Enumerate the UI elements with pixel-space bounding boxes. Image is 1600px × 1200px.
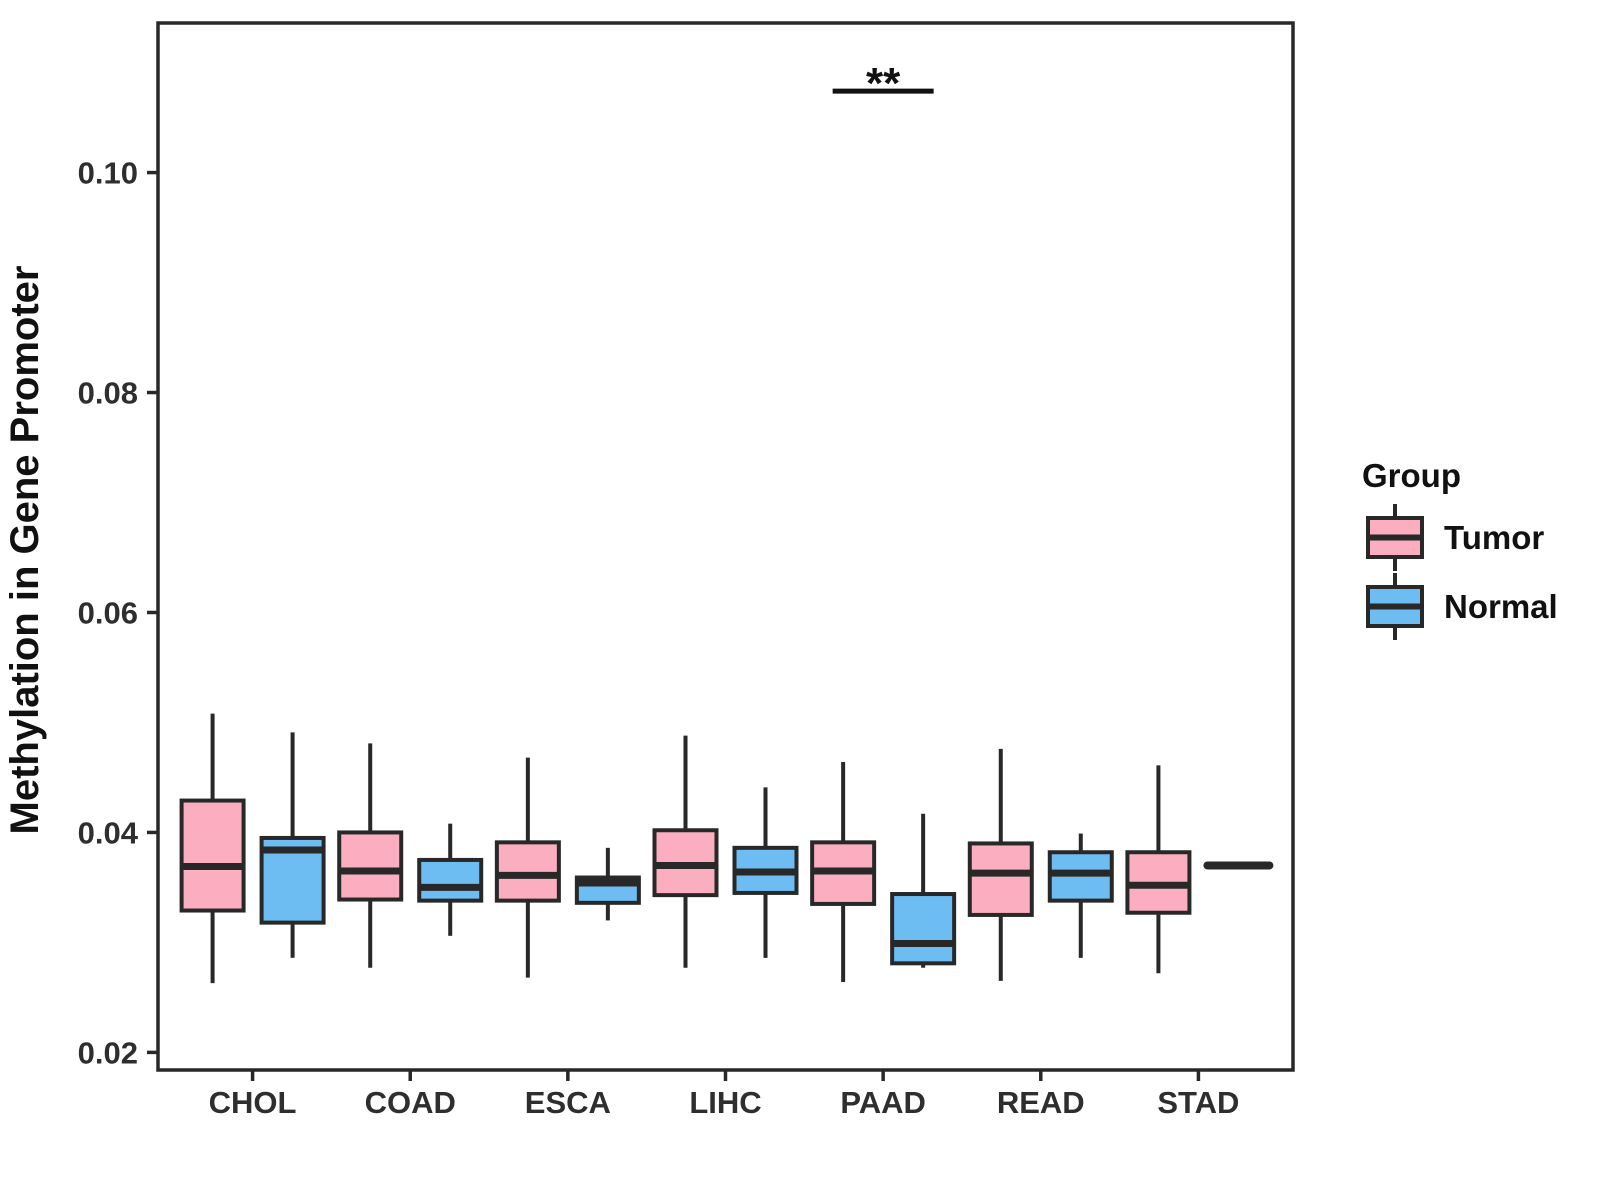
read-tumor-boxplot bbox=[967, 748, 1034, 981]
significance-label: ** bbox=[866, 59, 901, 108]
legend-title: Group bbox=[1362, 457, 1461, 494]
x-tick-label: COAD bbox=[365, 1085, 456, 1120]
legend-key-normal bbox=[1366, 573, 1424, 640]
x-tick-label: CHOL bbox=[209, 1085, 297, 1120]
lihc-normal-boxplot bbox=[732, 787, 799, 958]
chol-tumor-boxplot bbox=[179, 713, 246, 984]
y-tick-label: 0.10 bbox=[78, 156, 138, 191]
x-tick-label: LIHC bbox=[689, 1085, 761, 1120]
y-axis-title: Methylation in Gene Promoter bbox=[3, 266, 47, 835]
significance-bracket: ** bbox=[832, 59, 934, 108]
paad-normal-boxplot bbox=[890, 813, 957, 968]
x-tick-label: PAAD bbox=[840, 1085, 926, 1120]
legend-key-tumor bbox=[1366, 504, 1424, 571]
x-tick-label: STAD bbox=[1157, 1085, 1239, 1120]
chol-normal-boxplot bbox=[259, 732, 326, 958]
read-normal-boxplot bbox=[1047, 833, 1114, 958]
coad-tumor-boxplot bbox=[337, 743, 404, 968]
box bbox=[967, 841, 1034, 917]
esca-tumor-boxplot bbox=[494, 757, 561, 978]
paad-tumor-boxplot bbox=[810, 762, 877, 983]
stad-tumor-boxplot bbox=[1125, 765, 1192, 974]
plot-area: 0.02 0.04 0.06 0.08 0.10 CHOL COAD ESCA LIHC PAAD… bbox=[78, 21, 1295, 1120]
coad-normal-boxplot bbox=[417, 823, 484, 936]
x-tick-label: READ bbox=[997, 1085, 1085, 1120]
y-tick-label: 0.02 bbox=[78, 1035, 138, 1070]
box bbox=[337, 830, 404, 902]
box bbox=[417, 857, 484, 903]
x-tick-label: ESCA bbox=[525, 1085, 611, 1120]
legend: Group Tumor Normal bbox=[1362, 457, 1558, 640]
y-tick-label: 0.08 bbox=[78, 376, 138, 411]
box bbox=[890, 892, 957, 966]
legend-label-normal: Normal bbox=[1444, 588, 1558, 625]
esca-normal-boxplot bbox=[574, 847, 641, 921]
box bbox=[179, 798, 246, 913]
box bbox=[494, 840, 561, 903]
legend-label-tumor: Tumor bbox=[1444, 519, 1544, 556]
panel-border bbox=[156, 21, 1295, 1072]
y-tick-label: 0.06 bbox=[78, 595, 138, 630]
y-tick-label: 0.04 bbox=[78, 815, 139, 850]
lihc-tumor-boxplot bbox=[652, 735, 719, 968]
